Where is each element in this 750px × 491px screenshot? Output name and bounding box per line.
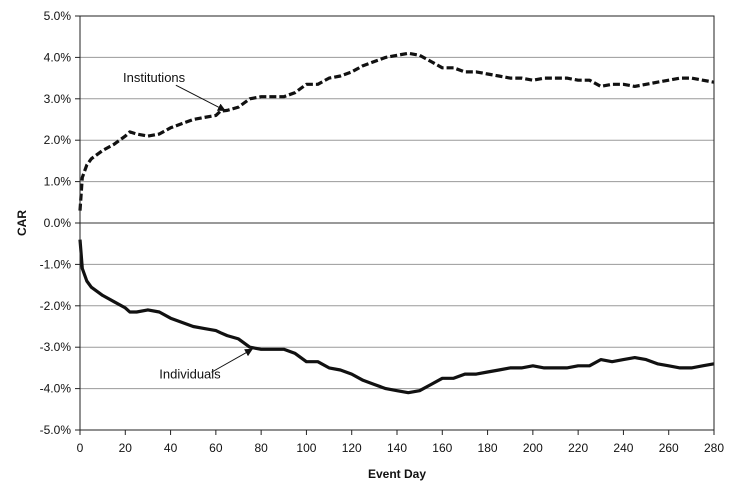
y-tick-label: -5.0% xyxy=(40,423,72,437)
annotation-label-individuals: Individuals xyxy=(159,366,221,381)
y-axis-label: CAR xyxy=(15,210,29,236)
x-tick-label: 0 xyxy=(77,441,84,455)
y-axis-ticks: -5.0% -4.0% -3.0% -2.0% -1.0% 0.0% 1.0% 2.0% 3.0… xyxy=(40,9,80,437)
x-tick-label: 160 xyxy=(432,441,452,455)
series-lines xyxy=(78,51,715,395)
series-line-institutions xyxy=(78,51,715,211)
x-axis-label: Event Day xyxy=(368,467,426,481)
x-tick-label: 60 xyxy=(209,441,223,455)
x-tick-label: 280 xyxy=(704,441,724,455)
y-tick-label: -3.0% xyxy=(40,340,72,354)
x-tick-label: 260 xyxy=(659,441,679,455)
x-tick-label: 100 xyxy=(296,441,316,455)
y-tick-label: -2.0% xyxy=(40,299,72,313)
x-tick-label: 20 xyxy=(119,441,133,455)
x-axis-ticks: 0 20 40 60 80 100 120 140 160 180 200 220 240 260 280 xyxy=(77,430,724,455)
y-tick-label: 0.0% xyxy=(44,216,72,230)
x-tick-label: 40 xyxy=(164,441,178,455)
y-tick-label: -4.0% xyxy=(40,382,72,396)
annotation-label-institutions: Institutions xyxy=(123,70,186,85)
y-tick-label: -1.0% xyxy=(40,257,72,271)
annotation-arrow xyxy=(175,84,226,111)
annotations: Institutions Individuals xyxy=(123,70,253,381)
x-tick-label: 120 xyxy=(342,441,362,455)
annotation-arrow xyxy=(211,348,253,373)
gridlines xyxy=(80,56,714,390)
series-line-individuals xyxy=(78,239,715,395)
x-tick-label: 240 xyxy=(613,441,633,455)
y-tick-label: 1.0% xyxy=(44,175,72,189)
y-tick-label: 2.0% xyxy=(44,133,72,147)
y-tick-label: 4.0% xyxy=(44,50,72,64)
y-tick-label: 5.0% xyxy=(44,9,72,23)
x-tick-label: 180 xyxy=(478,441,498,455)
x-tick-label: 220 xyxy=(568,441,588,455)
x-tick-label: 200 xyxy=(523,441,543,455)
x-tick-label: 140 xyxy=(387,441,407,455)
y-tick-label: 3.0% xyxy=(44,92,72,106)
x-tick-label: 80 xyxy=(254,441,268,455)
